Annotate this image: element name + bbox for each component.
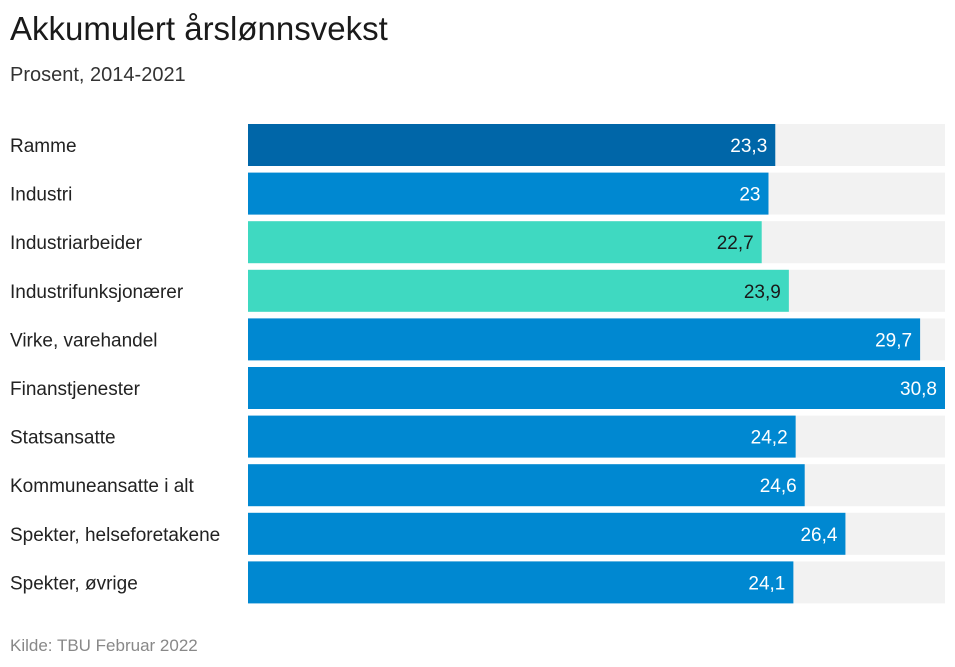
bar-row-spekter-helseforetakene: Spekter, helseforetakene 26,4 <box>10 512 945 555</box>
category-label-virke-varehandel: Virke, varehandel <box>10 330 158 351</box>
category-label-statsansatte: Statsansatte <box>10 428 116 449</box>
category-label-kommuneansatte-i-alt: Kommuneansatte i alt <box>10 476 194 497</box>
value-label-kommuneansatte-i-alt: 24,6 <box>760 476 797 497</box>
value-label-industriarbeider: 22,7 <box>717 233 754 254</box>
bar-row-industrifunksjonaerer: Industrifunksjonærer 23,9 <box>10 269 945 312</box>
bar-kommuneansatte-i-alt <box>248 464 805 507</box>
bar-row-statsansatte: Statsansatte 24,2 <box>10 415 945 458</box>
bar-row-virke-varehandel: Virke, varehandel 29,7 <box>10 318 945 361</box>
category-label-finanstjenester: Finanstjenester <box>10 379 141 400</box>
value-label-ramme: 23,3 <box>730 136 767 157</box>
bar-industrifunksjonaerer <box>248 269 789 312</box>
category-label-industri: Industri <box>10 185 72 206</box>
source-note: Kilde: TBU Februar 2022 <box>10 636 198 655</box>
bar-row-kommuneansatte-i-alt: Kommuneansatte i alt 24,6 <box>10 464 945 507</box>
category-label-ramme: Ramme <box>10 136 77 157</box>
bar-row-spekter-ovrige: Spekter, øvrige 24,1 <box>10 561 945 604</box>
bar-row-finanstjenester: Finanstjenester 30,8 <box>10 367 945 409</box>
category-label-spekter-ovrige: Spekter, øvrige <box>10 573 138 594</box>
value-label-industrifunksjonaerer: 23,9 <box>744 282 781 303</box>
category-label-industriarbeider: Industriarbeider <box>10 233 143 254</box>
value-label-virke-varehandel: 29,7 <box>875 330 912 351</box>
bar-statsansatte <box>248 415 796 458</box>
value-label-spekter-helseforetakene: 26,4 <box>800 525 837 546</box>
bar-row-ramme: Ramme 23,3 <box>10 124 945 166</box>
category-label-spekter-helseforetakene: Spekter, helseforetakene <box>10 525 220 546</box>
chart-title: Akkumulert årslønnsvekst <box>10 10 388 47</box>
chart-subtitle: Prosent, 2014-2021 <box>10 64 186 86</box>
bar-spekter-ovrige <box>248 561 794 604</box>
bar-industri <box>248 172 769 215</box>
bar-row-industriarbeider: Industriarbeider 22,7 <box>10 221 945 264</box>
bar-finanstjenester <box>248 367 945 409</box>
bar-virke-varehandel <box>248 318 921 361</box>
bar-row-industri: Industri 23 <box>10 172 945 215</box>
category-label-industrifunksjonaerer: Industrifunksjonærer <box>10 282 184 303</box>
value-label-finanstjenester: 30,8 <box>900 379 937 400</box>
bar-spekter-helseforetakene <box>248 512 846 555</box>
bar-ramme <box>248 124 776 166</box>
value-label-statsansatte: 24,2 <box>751 428 788 449</box>
value-label-spekter-ovrige: 24,1 <box>748 573 785 594</box>
bar-industriarbeider <box>248 221 762 264</box>
value-label-industri: 23 <box>739 185 760 206</box>
